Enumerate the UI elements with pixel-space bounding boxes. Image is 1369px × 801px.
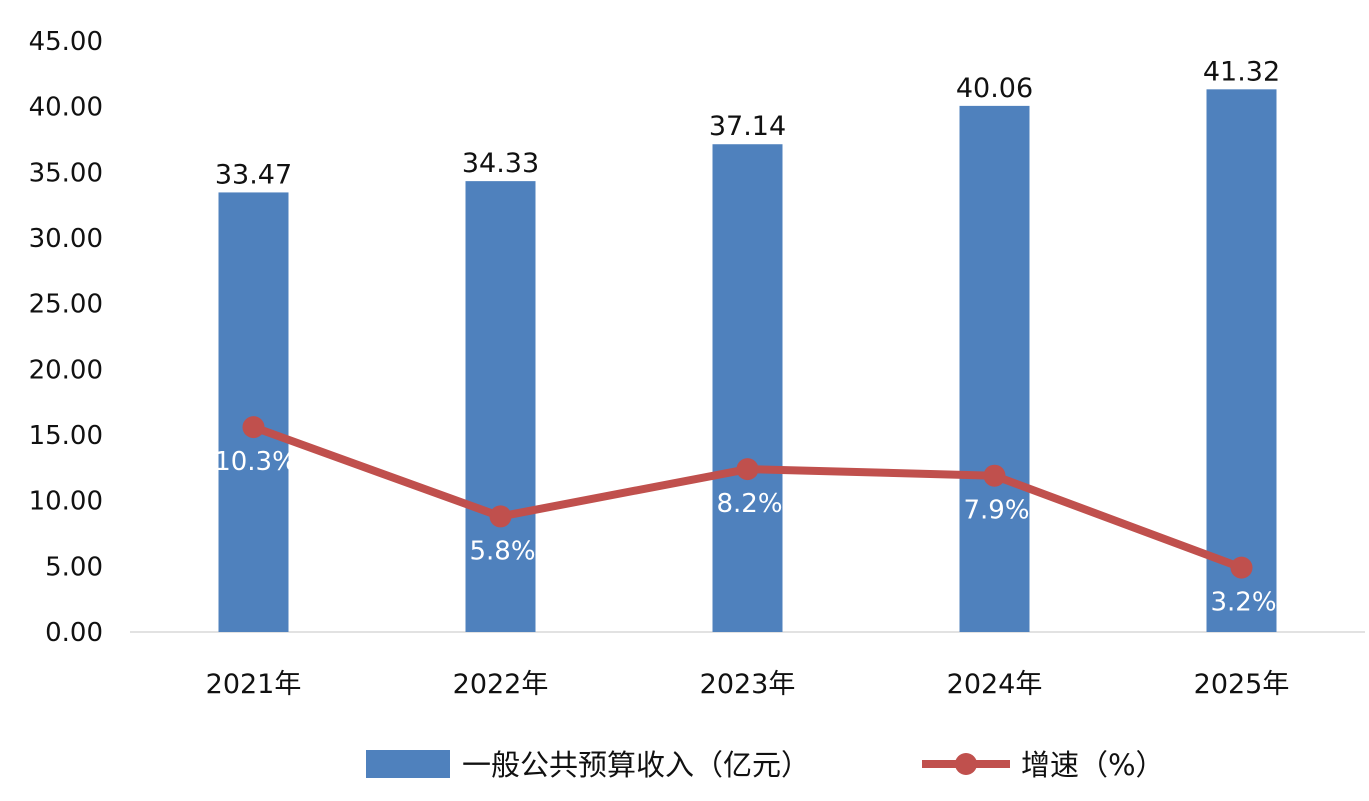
growth-value-label: 8.2% — [716, 489, 782, 519]
y-tick-label: 10.00 — [29, 487, 103, 517]
legend-bar-swatch — [366, 750, 450, 778]
legend: 一般公共预算收入（亿元） 增速（%） — [366, 748, 1165, 782]
y-tick-label: 25.00 — [29, 290, 103, 320]
bar — [465, 181, 536, 632]
legend-bar-label: 一般公共预算收入（亿元） — [462, 748, 810, 782]
y-axis: 0.00 5.00 10.00 15.00 20.00 25.00 30.00 35.00 40… — [29, 27, 103, 648]
y-tick-label: 0.00 — [45, 618, 103, 648]
growth-labels: 10.3% 5.8% 8.2% 7.9% 3.2% — [214, 447, 1276, 618]
growth-value-label: 3.2% — [1210, 588, 1276, 618]
bar-value-label: 37.14 — [709, 111, 786, 142]
bar-value-label: 40.06 — [956, 73, 1033, 104]
y-tick-label: 30.00 — [29, 224, 103, 254]
growth-line — [242, 416, 1253, 579]
growth-value-label: 5.8% — [469, 536, 535, 566]
legend-line-label: 增速（%） — [1021, 748, 1165, 782]
bar — [959, 105, 1030, 633]
y-tick-label: 40.00 — [29, 93, 103, 123]
growth-point — [736, 458, 759, 481]
growth-value-label: 7.9% — [963, 496, 1029, 526]
x-axis: 2021年 2022年 2023年 2024年 2025年 — [206, 669, 1290, 700]
growth-point — [983, 464, 1006, 487]
y-tick-label: 45.00 — [29, 27, 103, 57]
x-tick-label: 2024年 — [947, 669, 1043, 700]
growth-point — [489, 505, 512, 528]
growth-point — [242, 416, 265, 439]
bar — [218, 192, 289, 632]
growth-value-label: 10.3% — [214, 447, 297, 477]
x-tick-label: 2025年 — [1194, 669, 1290, 700]
legend-line-marker — [955, 753, 977, 775]
x-tick-label: 2022年 — [453, 669, 549, 700]
y-tick-label: 15.00 — [29, 421, 103, 451]
bar — [1206, 89, 1277, 632]
growth-point — [1230, 556, 1253, 579]
bar-labels: 33.47 34.33 37.14 40.06 41.32 — [215, 56, 1280, 190]
x-tick-label: 2021年 — [206, 669, 302, 700]
y-tick-label: 5.00 — [45, 552, 103, 582]
bar-value-label: 34.33 — [462, 148, 539, 179]
bar — [712, 144, 783, 632]
bars — [218, 89, 1277, 633]
bar-value-label: 33.47 — [215, 159, 292, 190]
bar-value-label: 41.32 — [1203, 56, 1280, 87]
y-tick-label: 35.00 — [29, 158, 103, 188]
x-tick-label: 2023年 — [700, 669, 796, 700]
y-tick-label: 20.00 — [29, 355, 103, 385]
